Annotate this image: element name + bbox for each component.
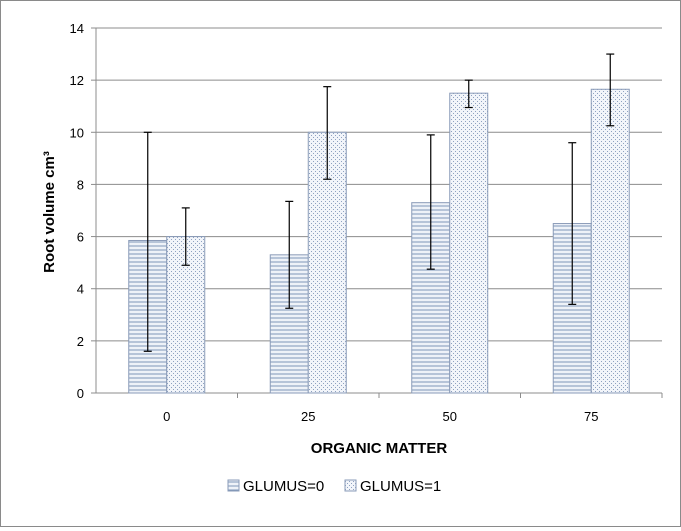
x-axis-title: ORGANIC MATTER	[311, 440, 448, 457]
y-tick-label: 10	[70, 125, 84, 140]
error-bar	[181, 207, 190, 266]
error-bar	[426, 134, 435, 270]
y-tick-label: 4	[77, 282, 84, 297]
tick-labels: 0 2 4 6 8 10 12 14 0 25 50 75	[70, 21, 599, 424]
legend: GLUMUS=0 GLUMUS=1	[227, 478, 441, 495]
y-axis-title: Root volume cm³	[41, 151, 58, 273]
legend-swatch	[227, 479, 240, 492]
legend-item: GLUMUS=0	[227, 478, 324, 495]
error-bar	[568, 142, 577, 305]
error-bar	[606, 53, 615, 127]
error-bar	[143, 131, 152, 352]
y-tick-label: 6	[77, 230, 84, 245]
x-tick-label: 0	[163, 409, 170, 424]
y-tick-label: 2	[77, 334, 84, 349]
error-bar	[323, 86, 332, 180]
y-tick-label: 14	[70, 21, 84, 36]
y-tick-label: 0	[77, 386, 84, 401]
error-bar	[464, 79, 473, 109]
y-tick-label: 8	[77, 177, 84, 192]
error-bar	[285, 200, 294, 309]
legend-item: GLUMUS=1	[344, 478, 441, 495]
bars	[128, 88, 630, 394]
error-bars	[143, 53, 615, 352]
legend-label: GLUMUS=0	[243, 478, 324, 495]
x-tick-label: 50	[443, 409, 457, 424]
x-tick-label: 75	[584, 409, 598, 424]
legend-label: GLUMUS=1	[360, 478, 441, 495]
bar-glumus-1-50	[449, 92, 489, 394]
x-tick-label: 25	[301, 409, 315, 424]
y-tick-label: 12	[70, 73, 84, 88]
legend-swatch	[344, 479, 357, 492]
bar-glumus-1-75	[590, 88, 630, 394]
